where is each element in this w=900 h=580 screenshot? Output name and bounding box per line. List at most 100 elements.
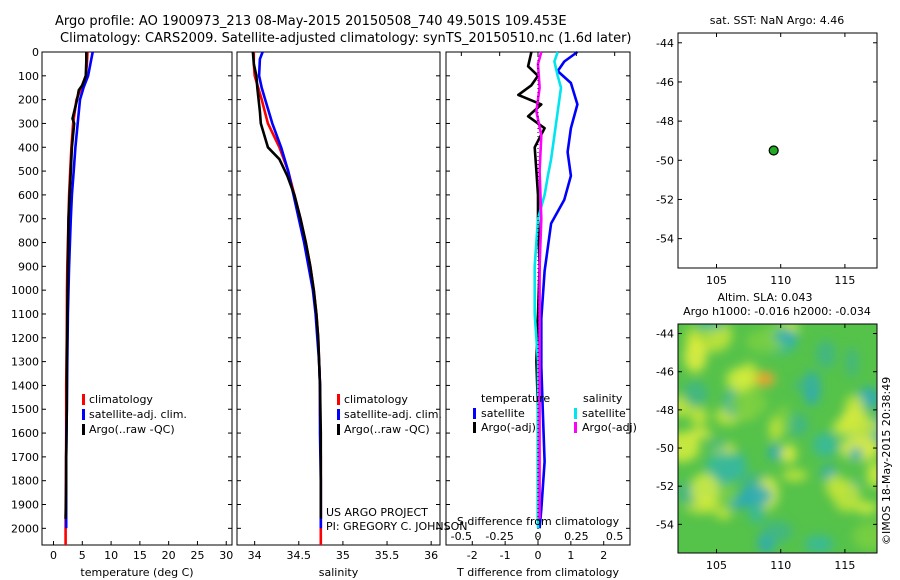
y-tick-label: -52: [656, 193, 674, 206]
legend-label: Argo(..raw -QC): [89, 423, 175, 436]
y-tick-label: 800: [18, 237, 39, 250]
sla-blob: [845, 347, 859, 378]
x-tick-label: -2: [467, 549, 478, 562]
x-tick-label: 15: [133, 549, 147, 562]
sla-blob: [689, 407, 708, 427]
top-tick-label: 0: [535, 530, 542, 543]
y-tick-label: 1100: [11, 308, 39, 321]
y-tick-label: 1200: [11, 332, 39, 345]
legend-title-salinity: salinity: [583, 392, 623, 405]
y-tick-label: 1300: [11, 356, 39, 369]
sla-blob: [812, 432, 840, 458]
sla-blob: [767, 444, 784, 461]
x-axis-label: salinity: [319, 566, 359, 579]
y-tick-label: 100: [18, 70, 39, 83]
y-tick-label: -48: [656, 115, 674, 128]
sla-field: [678, 324, 877, 553]
legend-label: satellite: [481, 407, 525, 420]
legend-label: climatology: [344, 393, 408, 406]
legend-label: satellite: [582, 407, 626, 420]
sla-blob: [705, 451, 743, 485]
sla-blob: [786, 413, 809, 437]
top-axis-label: S difference from climatology: [457, 515, 620, 528]
plot-frame: [236, 51, 441, 546]
legend-swatch: [574, 408, 577, 419]
series-line-1: [516, 51, 546, 519]
y-tick-label: 200: [18, 94, 39, 107]
x-tick-label: 5: [79, 549, 86, 562]
y-tick-label: -44: [656, 328, 674, 341]
sla-blob: [684, 340, 707, 373]
x-tick-label: 105: [706, 274, 727, 287]
legend-label: climatology: [89, 393, 153, 406]
sla-blob: [760, 376, 770, 382]
y-tick-label: 300: [18, 117, 39, 130]
sla-blob: [687, 428, 712, 439]
sla-blob: [848, 447, 864, 462]
sla-blob: [714, 477, 735, 510]
temperature-panel: 0 5 10 15 20 25 300100200300400500600700800900…: [11, 46, 233, 579]
y-tick-label: -54: [656, 518, 674, 531]
x-tick-label: 36: [424, 549, 438, 562]
map-title: sat. SST: NaN Argo: 4.46: [710, 14, 844, 27]
sla-blob: [804, 535, 834, 553]
y-tick-label: 500: [18, 165, 39, 178]
x-tick-label: 0: [50, 549, 57, 562]
plot-frame: [41, 51, 233, 546]
x-tick-label: 110: [770, 274, 791, 287]
sla-blob: [696, 324, 726, 331]
sla-blob: [690, 473, 719, 507]
sla-blob: [683, 380, 708, 407]
y-tick-label: 1600: [11, 427, 39, 440]
location-map-panel: 105 110 115 -44 -46 -48 -50 -52 -54 sat. SST: NaN…: [656, 14, 878, 287]
legend-swatch: [337, 424, 340, 435]
sla-blob: [715, 508, 733, 520]
legend-swatch: [82, 409, 85, 420]
top-tick-label: 0.5: [606, 530, 624, 543]
y-tick-label: 1000: [11, 284, 39, 297]
sla-blob: [768, 416, 782, 442]
series-line-0: [538, 50, 579, 529]
y-tick-label: -50: [656, 154, 674, 167]
x-tick-label: 115: [834, 274, 855, 287]
top-tick-label: -0.25: [485, 530, 513, 543]
x-tick-label: 34.5: [287, 549, 312, 562]
x-tick-label: 105: [706, 559, 727, 572]
y-tick-label: 700: [18, 213, 39, 226]
legend-swatch: [82, 394, 85, 405]
legend-title-temperature: temperature: [481, 392, 550, 405]
y-tick-label: 1800: [11, 475, 39, 488]
header-line-1: Argo profile: AO 1900973_213 08-May-2015…: [55, 14, 567, 29]
series-line-1: [64, 51, 94, 529]
sla-blob: [854, 501, 877, 514]
salinity-panel: 34 34.5 35 35.5 36 salinity climatology satelli…: [236, 51, 442, 579]
profile-location-marker: [768, 145, 779, 156]
x-tick-label: -1: [500, 549, 511, 562]
sla-blob: [843, 416, 877, 438]
y-tick-label: 1900: [11, 499, 39, 512]
y-tick-label: 400: [18, 141, 39, 154]
credit-line-2: PI: GREGORY C. JOHNSON: [326, 520, 467, 533]
y-tick-label: -44: [656, 37, 674, 50]
sla-blob: [678, 431, 700, 463]
x-tick-label: 115: [834, 559, 855, 572]
top-tick-label: 0.25: [564, 530, 589, 543]
legend-swatch: [82, 424, 85, 435]
series-line-2: [64, 52, 88, 519]
x-tick-label: 34: [248, 549, 262, 562]
sla-blob: [748, 504, 766, 524]
sla-blob: [852, 522, 877, 551]
legend-swatch: [574, 422, 577, 433]
legend-swatch: [337, 409, 340, 420]
sla-blob: [794, 379, 817, 392]
y-tick-label: 1400: [11, 379, 39, 392]
sla-blob: [816, 339, 836, 369]
legend-label: Argo(-adj): [481, 421, 536, 434]
imos-watermark: ©IMOS 18-May-2015 20:38:49: [880, 377, 893, 545]
sla-title-2: Argo h1000: -0.016 h2000: -0.034: [683, 305, 871, 318]
x-tick-label: 0: [535, 549, 542, 562]
sla-blob: [726, 367, 753, 392]
y-tick-label: -54: [656, 233, 674, 246]
credit-line-1: US ARGO PROJECT: [326, 506, 428, 519]
